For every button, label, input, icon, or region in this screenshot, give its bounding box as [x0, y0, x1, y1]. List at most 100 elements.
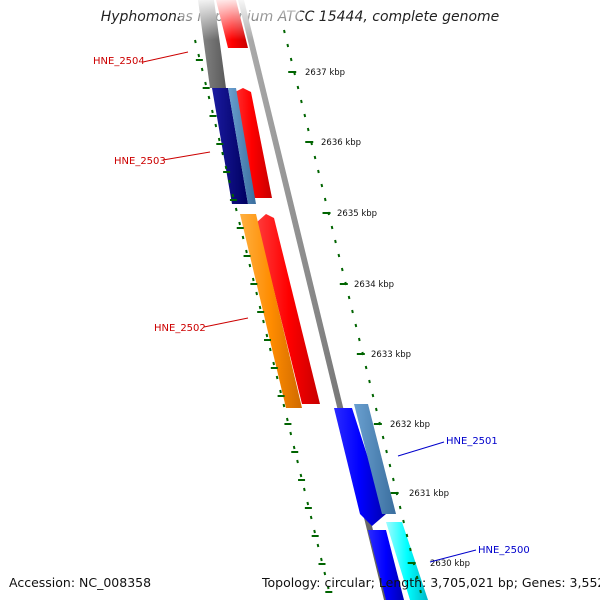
guide-dot	[320, 557, 323, 562]
guide-dot	[357, 337, 361, 342]
guide-dot	[313, 529, 316, 534]
guide-dot	[207, 95, 211, 100]
guide-dot	[309, 515, 313, 520]
guide-dot	[388, 463, 392, 468]
gene-label-hne2502[interactable]: HNE_2502	[154, 323, 206, 334]
guide-dot	[241, 235, 245, 240]
gene-label-hne2503[interactable]: HNE_2503	[114, 156, 166, 167]
guide-dot	[371, 393, 375, 398]
guide-dot	[275, 375, 279, 380]
guide-dot	[214, 123, 218, 128]
guide-dot	[316, 543, 320, 548]
guide-dot	[296, 85, 300, 90]
guide-dot	[224, 165, 228, 170]
leader-line-hne2502	[203, 317, 249, 328]
guide-dot	[385, 449, 388, 454]
guide-dot	[330, 225, 334, 230]
guide-dot	[217, 137, 221, 142]
feature-steel-2	[354, 404, 396, 514]
guide-dot	[313, 155, 317, 160]
guide-dot	[299, 473, 303, 478]
guide-dot	[409, 547, 412, 552]
tick-label: 2632 kbp	[390, 420, 430, 430]
guide-dot	[197, 53, 201, 58]
guide-dot	[279, 389, 282, 394]
guide-dot	[228, 179, 231, 184]
guide-dot	[354, 323, 358, 328]
feature-blue-1	[334, 408, 386, 526]
guide-dot	[248, 263, 252, 268]
feature-blue-2	[368, 530, 404, 600]
guide-dot	[238, 221, 241, 226]
gene-label-hne2500[interactable]: HNE_2500	[478, 545, 530, 556]
tick-label: 2633 kbp	[371, 350, 411, 360]
tick-labels: 2637 kbp 2636 kbp 2635 kbp 2634 kbp 2633…	[305, 68, 470, 569]
feature-cyan	[386, 522, 428, 600]
guide-dot	[415, 575, 419, 580]
tick-label: 2636 kbp	[321, 138, 361, 148]
feature-orange	[240, 214, 302, 408]
guide-dot	[282, 403, 286, 408]
guide-dot	[347, 295, 351, 300]
tick-label: 2631 kbp	[409, 489, 449, 499]
guide-dot	[351, 309, 354, 314]
tick-label: 2634 kbp	[354, 280, 394, 290]
guide-dot	[326, 585, 330, 590]
guide-dot	[289, 431, 293, 436]
guide-dot	[303, 113, 307, 118]
guide-dot	[245, 249, 248, 254]
feature-red-3	[257, 214, 320, 404]
guide-dot	[194, 39, 197, 44]
guide-dot	[289, 57, 293, 62]
tick-marks	[195, 59, 416, 593]
gene-labels: HNE_2504 HNE_2503 HNE_2502 HNE_2501 HNE_…	[93, 51, 530, 563]
forward-strand-features	[334, 404, 428, 600]
guide-dot	[323, 197, 327, 202]
leader-line-hne2500	[429, 549, 477, 563]
tick-label: 2635 kbp	[337, 209, 377, 219]
guide-dot	[283, 29, 286, 34]
guide-dot	[296, 459, 299, 464]
accession-text: Accession: NC_008358	[9, 575, 152, 590]
reverse-strand-features	[198, 0, 320, 408]
tick-label: 2630 kbp	[430, 559, 470, 569]
guide-dot	[306, 127, 310, 132]
gene-label-hne2501[interactable]: HNE_2501	[446, 436, 498, 447]
guide-dot	[317, 169, 320, 174]
guide-dot	[286, 43, 290, 48]
guide-dot	[211, 109, 214, 114]
guide-dot	[368, 379, 371, 384]
guide-dot	[204, 81, 207, 86]
leader-line-hne2504	[142, 51, 189, 63]
guide-dot	[272, 361, 276, 366]
guide-dot	[234, 207, 238, 212]
guide-dot	[323, 571, 327, 576]
guide-dot	[364, 365, 368, 370]
guide-dot	[340, 267, 344, 272]
guide-dot	[405, 533, 409, 538]
guide-dot	[285, 417, 289, 422]
guide-dot	[337, 253, 341, 258]
guide-dot	[392, 477, 395, 482]
feature-steel	[228, 88, 256, 204]
guide-dot	[200, 67, 204, 72]
guide-dot	[255, 291, 259, 296]
guide-dot	[262, 319, 265, 324]
feature-red-2	[231, 88, 272, 198]
feature-navy	[212, 88, 248, 204]
guide-dot	[381, 435, 385, 440]
guide-dot	[374, 407, 378, 412]
gene-label-hne2504[interactable]: HNE_2504	[93, 56, 145, 67]
guide-dot	[251, 277, 255, 282]
guide-dot	[258, 305, 262, 310]
guide-dot	[306, 501, 310, 506]
guide-dot	[292, 445, 296, 450]
top-fade	[180, 0, 300, 40]
guide-dot	[231, 193, 235, 198]
guide-dot	[402, 519, 405, 524]
topology-text: Topology: circular; Length: 3,705,021 bp…	[262, 575, 600, 590]
guide-dot	[320, 183, 324, 188]
guide-dot	[300, 99, 303, 104]
